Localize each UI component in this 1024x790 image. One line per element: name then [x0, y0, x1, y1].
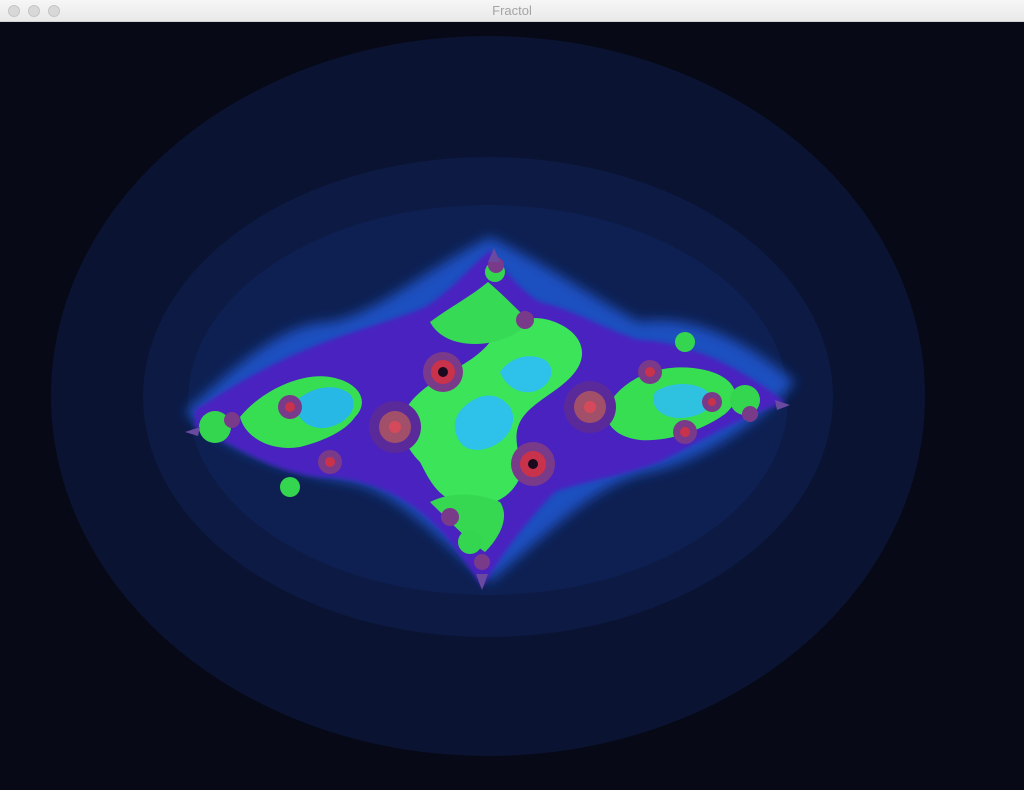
window-title: Fractol	[492, 3, 532, 18]
julia-set	[185, 248, 790, 590]
spiral-centers	[224, 257, 758, 570]
title-bar[interactable]: Fractol	[0, 0, 1024, 22]
fractal-canvas[interactable]	[0, 22, 1024, 790]
minimize-button[interactable]	[28, 5, 40, 17]
zoom-button[interactable]	[48, 5, 60, 17]
close-button[interactable]	[8, 5, 20, 17]
